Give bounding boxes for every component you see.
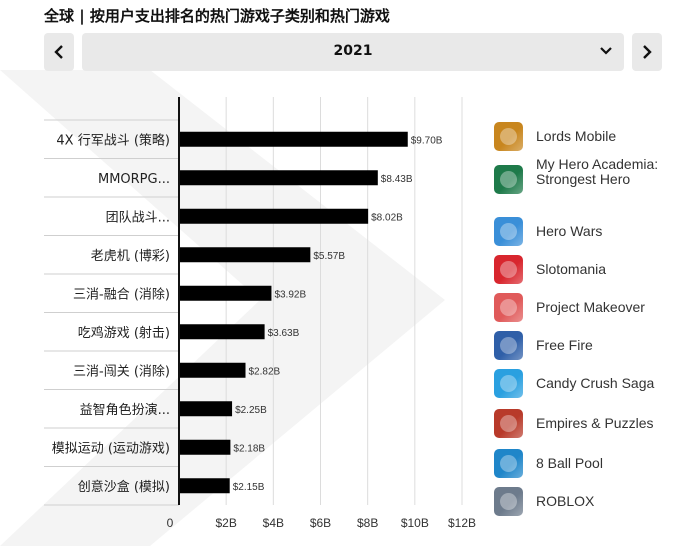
x-tick-label: $12B — [448, 516, 476, 530]
page-title: 全球 | 按用户支出排名的热门游戏子类别和热门游戏 — [44, 7, 390, 25]
legend-label: Slotomania — [536, 260, 607, 277]
bar — [179, 285, 272, 301]
my-hero-academia-icon — [494, 165, 523, 194]
value-label: $8.43B — [381, 174, 413, 185]
legend-item: ROBLOX — [494, 483, 679, 519]
hero-wars-icon — [494, 217, 523, 246]
legend-label: Free Fire — [536, 336, 593, 353]
bar — [179, 208, 369, 224]
category-label: 老虎机 (博彩) — [91, 249, 170, 264]
bar — [179, 439, 231, 455]
legend-label: Candy Crush Saga — [536, 374, 655, 391]
legend-label: Lords Mobile — [536, 127, 617, 144]
chevron-right-icon — [643, 45, 652, 59]
value-label: $2.15B — [233, 482, 265, 493]
category-label: MMORPG... — [98, 172, 170, 187]
bar — [179, 247, 311, 263]
legend-label: ROBLOX — [536, 492, 595, 509]
8-ball-pool-icon — [494, 449, 523, 478]
x-tick-label: $8B — [357, 516, 378, 530]
x-tick-label: $6B — [310, 516, 331, 530]
category-label: 团队战斗... — [106, 210, 170, 225]
bar — [179, 131, 408, 147]
candy-crush-icon — [494, 369, 523, 398]
bar — [179, 324, 265, 340]
bar — [179, 401, 233, 417]
bar — [179, 362, 246, 378]
value-label: $9.70B — [411, 135, 443, 146]
category-label: 4X 行军战斗 (策略) — [56, 132, 170, 148]
empires-puzzles-icon — [494, 409, 523, 438]
x-tick-label: $10B — [401, 516, 429, 530]
value-label: $2.18B — [233, 443, 265, 454]
next-year-button[interactable] — [632, 33, 662, 71]
value-label: $3.92B — [274, 289, 306, 300]
legend-item: My Hero Academia: Strongest Hero — [494, 156, 679, 197]
legend-label: My Hero Academia: Strongest Hero — [536, 155, 659, 187]
category-label: 三消-融合 (消除) — [73, 287, 170, 302]
legend-item: Candy Crush Saga — [494, 365, 679, 401]
legend-label: Empires & Puzzles — [536, 414, 654, 431]
prev-year-button[interactable] — [44, 33, 74, 71]
year-label: 2021 — [333, 43, 373, 59]
legend-item: Slotomania — [494, 251, 679, 287]
legend-item: Lords Mobile — [494, 118, 679, 154]
category-label: 吃鸡游戏 (射击) — [78, 325, 170, 341]
bar — [179, 478, 230, 494]
x-tick-label: $2B — [215, 516, 236, 530]
value-label: $5.57B — [313, 251, 345, 262]
chevron-left-icon — [54, 45, 63, 59]
value-label: $8.02B — [371, 212, 403, 223]
project-makeover-icon — [494, 293, 523, 322]
category-label: 创意沙盒 (模拟) — [78, 479, 170, 495]
legend-label: Project Makeover — [536, 298, 645, 315]
legend-item: Hero Wars — [494, 213, 679, 249]
value-label: $3.63B — [268, 328, 300, 339]
legend-label: 8 Ball Pool — [536, 454, 603, 471]
category-label: 三消-闯关 (消除) — [73, 364, 170, 379]
legend-item: Free Fire — [494, 327, 679, 363]
legend-label: Hero Wars — [536, 222, 603, 239]
free-fire-icon — [494, 331, 523, 360]
lords-mobile-icon — [494, 122, 523, 151]
legend-item: 8 Ball Pool — [494, 445, 679, 481]
category-label: 模拟运动 (运动游戏) — [52, 441, 170, 456]
value-label: $2.82B — [249, 366, 281, 377]
value-label: $2.25B — [235, 405, 267, 416]
x-tick-label: $4B — [263, 516, 284, 530]
chevron-down-icon — [600, 47, 612, 55]
year-select[interactable]: 2021 — [82, 33, 624, 71]
legend-item: Empires & Puzzles — [494, 405, 679, 441]
category-label: 益智角色扮演... — [80, 402, 170, 418]
legend-item: Project Makeover — [494, 289, 679, 325]
bar — [179, 170, 378, 186]
x-tick-label: 0 — [167, 516, 174, 530]
slotomania-icon — [494, 255, 523, 284]
roblox-icon — [494, 487, 523, 516]
